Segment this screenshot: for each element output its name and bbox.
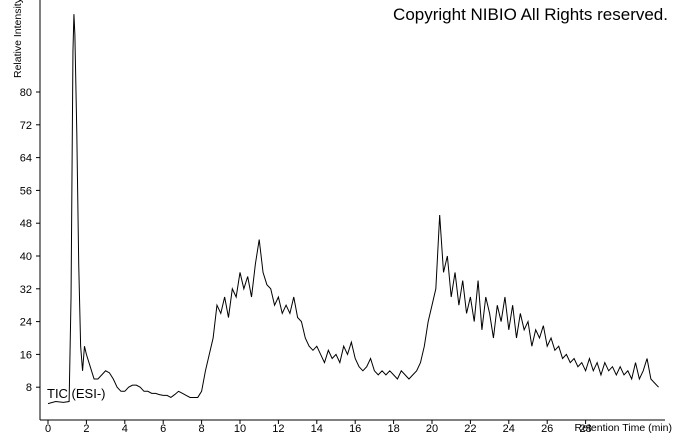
y-tick-label: 32 bbox=[20, 284, 32, 296]
x-tick-label: 16 bbox=[349, 423, 361, 434]
annotation: TIC (ESI-) bbox=[47, 386, 106, 401]
x-tick-label: 20 bbox=[426, 423, 438, 434]
x-tick-label: 4 bbox=[122, 423, 128, 434]
y-tick-label: 40 bbox=[20, 251, 32, 263]
x-tick-label: 28 bbox=[579, 423, 591, 434]
y-tick-label: 72 bbox=[20, 120, 32, 132]
x-tick-label: 24 bbox=[503, 423, 515, 434]
x-tick-label: 18 bbox=[387, 423, 399, 434]
y-tick-label: 56 bbox=[20, 185, 32, 197]
x-tick-label: 10 bbox=[234, 423, 246, 434]
y-axis-label: Relative Intensity bbox=[12, 0, 24, 78]
x-tick-label: 0 bbox=[45, 423, 51, 434]
y-tick-label: 16 bbox=[20, 349, 32, 361]
chart-title: Copyright NIBIO All Rights reserved. bbox=[393, 5, 668, 24]
y-tick-label: 8 bbox=[26, 382, 32, 394]
x-tick-label: 12 bbox=[272, 423, 284, 434]
x-tick-label: 14 bbox=[311, 423, 323, 434]
y-tick-label: 80 bbox=[20, 87, 32, 99]
x-axis-label: Retention Time (min) bbox=[575, 422, 672, 434]
y-tick-label: 64 bbox=[20, 153, 32, 165]
y-tick-label: 24 bbox=[20, 317, 32, 329]
x-tick-label: 26 bbox=[541, 423, 553, 434]
x-tick-label: 2 bbox=[83, 423, 89, 434]
y-tick-label: 48 bbox=[20, 218, 32, 230]
x-tick-label: 8 bbox=[199, 423, 205, 434]
data-line bbox=[47, 14, 659, 405]
x-tick-label: 6 bbox=[160, 423, 166, 434]
x-tick-label: 22 bbox=[464, 423, 476, 434]
